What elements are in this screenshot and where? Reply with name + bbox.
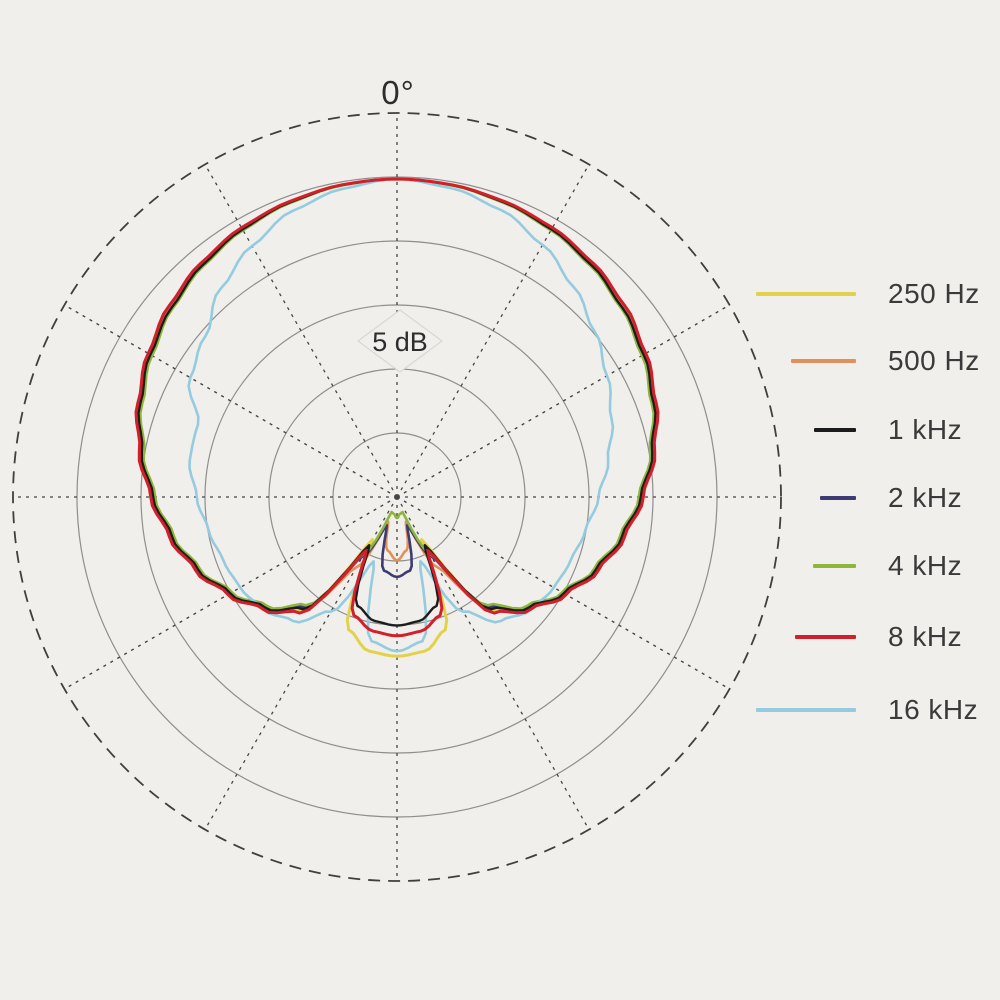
legend-item-4-khz: 4 kHz bbox=[740, 550, 1000, 582]
legend-item-250-hz: 250 Hz bbox=[740, 278, 1000, 310]
zero-degree-label: 0° bbox=[381, 74, 415, 111]
legend-label-500-hz: 500 Hz bbox=[888, 345, 980, 376]
legend-swatch-1-khz bbox=[814, 428, 856, 432]
legend-item-500-hz: 500 Hz bbox=[740, 345, 1000, 377]
legend-swatch-500-hz bbox=[791, 359, 856, 363]
legend-item-2-khz: 2 kHz bbox=[740, 482, 1000, 514]
legend-swatch-16-khz bbox=[756, 708, 856, 712]
outer-boundary-ring bbox=[12, 112, 782, 882]
legend-swatch-area bbox=[740, 550, 856, 582]
legend-swatch-2-khz bbox=[820, 496, 856, 500]
curve-4-khz bbox=[139, 177, 655, 610]
legend-label-1-khz: 1 kHz bbox=[888, 414, 963, 445]
legend-swatch-8-khz bbox=[795, 635, 856, 639]
polar-grid bbox=[12, 112, 782, 882]
curve-16-khz bbox=[187, 177, 615, 653]
legend-label-8-khz: 8 kHz bbox=[888, 621, 963, 652]
grid-spoke bbox=[204, 164, 398, 498]
legend-label-16-khz: 16 kHz bbox=[888, 694, 979, 725]
legend-label-2-khz: 2 kHz bbox=[888, 482, 963, 513]
radial-scale-label: 5 dB bbox=[372, 327, 428, 357]
grid-spoke bbox=[396, 304, 730, 498]
legend-item-1-khz: 1 kHz bbox=[740, 414, 1000, 446]
legend-swatch-area bbox=[740, 278, 856, 310]
legend-swatch-area bbox=[740, 621, 856, 653]
legend-swatch-area bbox=[740, 482, 856, 514]
legend-item-16-khz: 16 kHz bbox=[740, 694, 1000, 726]
grid-spoke bbox=[64, 304, 398, 498]
legend-swatch-area bbox=[740, 694, 856, 726]
legend: 250 Hz 500 Hz 1 kHz 2 kHz 4 kHz 8 kHz 16 kHz bbox=[740, 0, 1000, 1000]
legend-swatch-4-khz bbox=[813, 564, 856, 568]
legend-label-4-khz: 4 kHz bbox=[888, 550, 963, 581]
curve-8-khz bbox=[134, 177, 660, 638]
legend-swatch-250-hz bbox=[756, 292, 856, 296]
legend-item-8-khz: 8 kHz bbox=[740, 621, 1000, 653]
grid-spoke bbox=[396, 164, 590, 498]
chart-labels: 5 dB 0° bbox=[356, 74, 444, 373]
db-label-diamond bbox=[356, 309, 444, 373]
legend-swatch-area bbox=[740, 414, 856, 446]
legend-swatch-area bbox=[740, 345, 856, 377]
frequency-curves bbox=[134, 177, 660, 658]
curve-1-khz bbox=[137, 177, 657, 627]
legend-label-250-hz: 250 Hz bbox=[888, 278, 980, 309]
